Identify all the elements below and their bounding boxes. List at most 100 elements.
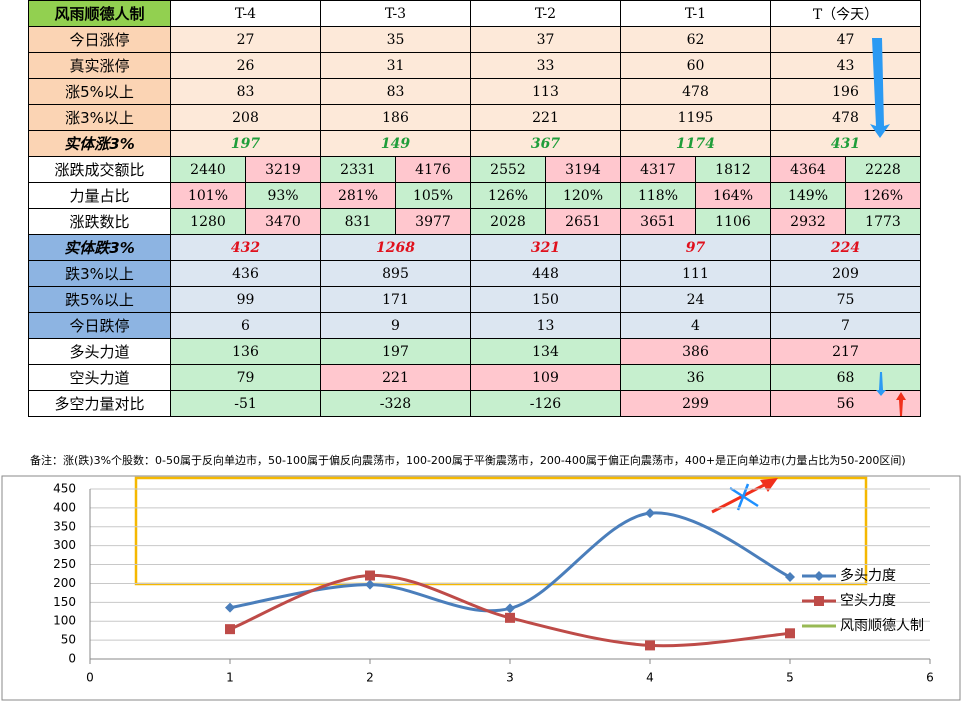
x-tick-label: 1 xyxy=(226,671,234,685)
cell: 149% xyxy=(770,182,846,209)
cell: 4364 xyxy=(770,156,846,183)
row-label: 力量占比 xyxy=(28,182,171,209)
table-row: 涨3%以上 208 186 221 1195 478 xyxy=(28,104,921,131)
cell: 27 xyxy=(170,26,321,53)
table-row: 实体涨3% 197 149 367 1174 431 xyxy=(28,130,921,157)
marker xyxy=(225,624,235,635)
table-row: 多头力道 136 197 134 386 217 xyxy=(28,338,921,365)
y-tick-label: 100 xyxy=(53,614,76,628)
cell: 478 xyxy=(620,78,771,105)
x-tick-label: 5 xyxy=(786,671,794,685)
cell: 217 xyxy=(770,338,921,365)
x-tick-label: 6 xyxy=(926,671,934,685)
legend-marker xyxy=(814,571,824,581)
cell: 68 xyxy=(770,364,921,391)
row-label: 跌3%以上 xyxy=(28,260,171,287)
cell: 171 xyxy=(320,286,471,313)
cell: 118% xyxy=(620,182,696,209)
x-tick-label: 3 xyxy=(506,671,514,685)
cell: 4176 xyxy=(395,156,471,183)
cell: 321 xyxy=(470,234,621,261)
header-cell: T-3 xyxy=(320,0,471,27)
cell: 99 xyxy=(170,286,321,313)
header-cell: T-1 xyxy=(620,0,771,27)
x-tick-label: 4 xyxy=(646,671,654,685)
marker xyxy=(645,640,655,651)
y-tick-label: 250 xyxy=(53,557,76,571)
header-cell: T（今天） xyxy=(770,0,921,27)
cell: 1174 xyxy=(620,130,771,157)
cell: 6 xyxy=(170,312,321,339)
cell: 3977 xyxy=(395,208,471,235)
cell: 164% xyxy=(695,182,771,209)
cell: 83 xyxy=(170,78,321,105)
table-row: 今日跌停 6 9 13 4 7 xyxy=(28,312,921,339)
row-label: 空头力道 xyxy=(28,364,171,391)
cell: 2331 xyxy=(320,156,396,183)
y-tick-label: 450 xyxy=(53,482,76,496)
cell: 26 xyxy=(170,52,321,79)
cell: 2028 xyxy=(470,208,546,235)
cell: 56 xyxy=(770,390,921,417)
cell: 197 xyxy=(320,338,471,365)
cell: 24 xyxy=(620,286,771,313)
row-label: 真实涨停 xyxy=(28,52,171,79)
cell: -126 xyxy=(470,390,621,417)
legend-label: 多头力度 xyxy=(840,567,896,584)
cross xyxy=(736,483,750,511)
row-label: 今日跌停 xyxy=(28,312,171,339)
cell: 448 xyxy=(470,260,621,287)
cell: 221 xyxy=(320,364,471,391)
y-tick-label: 300 xyxy=(53,538,76,552)
marker xyxy=(365,570,375,581)
row-label: 多空力量对比 xyxy=(28,390,171,417)
cell: 33 xyxy=(470,52,621,79)
cell: 35 xyxy=(320,26,471,53)
table: 风雨顺德人制 T-4 T-3 T-2 T-1 T（今天） 今日涨停 27 35 37 62 47 真实涨… xyxy=(28,0,921,417)
chart-frame xyxy=(1,475,961,701)
table-row: 跌5%以上 99 171 150 24 75 xyxy=(28,286,921,313)
table-row: 涨跌数比 1280 3470 831 3977 2028 2651 3651 1106 2932 1… xyxy=(28,208,921,235)
cell: 895 xyxy=(320,260,471,287)
marker xyxy=(645,508,655,519)
header-cell: 风雨顺德人制 xyxy=(28,0,171,27)
legend-label: 风雨顺德人制 xyxy=(840,618,924,634)
legend-marker xyxy=(814,596,824,606)
cell: 134 xyxy=(470,338,621,365)
cell: 120% xyxy=(545,182,621,209)
cell: 47 xyxy=(770,26,921,53)
cell: 431 xyxy=(770,130,921,157)
cell: 1268 xyxy=(320,234,471,261)
cell: 1106 xyxy=(695,208,771,235)
marker xyxy=(505,603,515,614)
marker xyxy=(225,602,235,613)
legend-label: 空头力度 xyxy=(840,593,896,609)
cell: 126% xyxy=(845,182,921,209)
highlight-box xyxy=(134,476,868,586)
cell: 221 xyxy=(470,104,621,131)
cell: 1812 xyxy=(695,156,771,183)
cell: 83 xyxy=(320,78,471,105)
cell: 209 xyxy=(770,260,921,287)
cell: 105% xyxy=(395,182,471,209)
cell: 432 xyxy=(170,234,321,261)
cell: 150 xyxy=(470,286,621,313)
cell: 2932 xyxy=(770,208,846,235)
cell: 2552 xyxy=(470,156,546,183)
cell: 9 xyxy=(320,312,471,339)
table-row: 涨跌成交额比 2440 3219 2331 4176 2552 3194 4317 1812 43… xyxy=(28,156,921,183)
cell: 79 xyxy=(170,364,321,391)
cell: 299 xyxy=(620,390,771,417)
down-arrow xyxy=(870,38,890,138)
cell: 101% xyxy=(170,182,246,209)
header-row: 风雨顺德人制 T-4 T-3 T-2 T-1 T（今天） xyxy=(28,0,921,27)
up-arrow xyxy=(896,392,906,416)
cell: -51 xyxy=(170,390,321,417)
cell: 36 xyxy=(620,364,771,391)
row-label: 涨跌数比 xyxy=(28,208,171,235)
cell: 224 xyxy=(770,234,921,261)
cell: 7 xyxy=(770,312,921,339)
series-line xyxy=(229,511,791,613)
cell: 37 xyxy=(470,26,621,53)
